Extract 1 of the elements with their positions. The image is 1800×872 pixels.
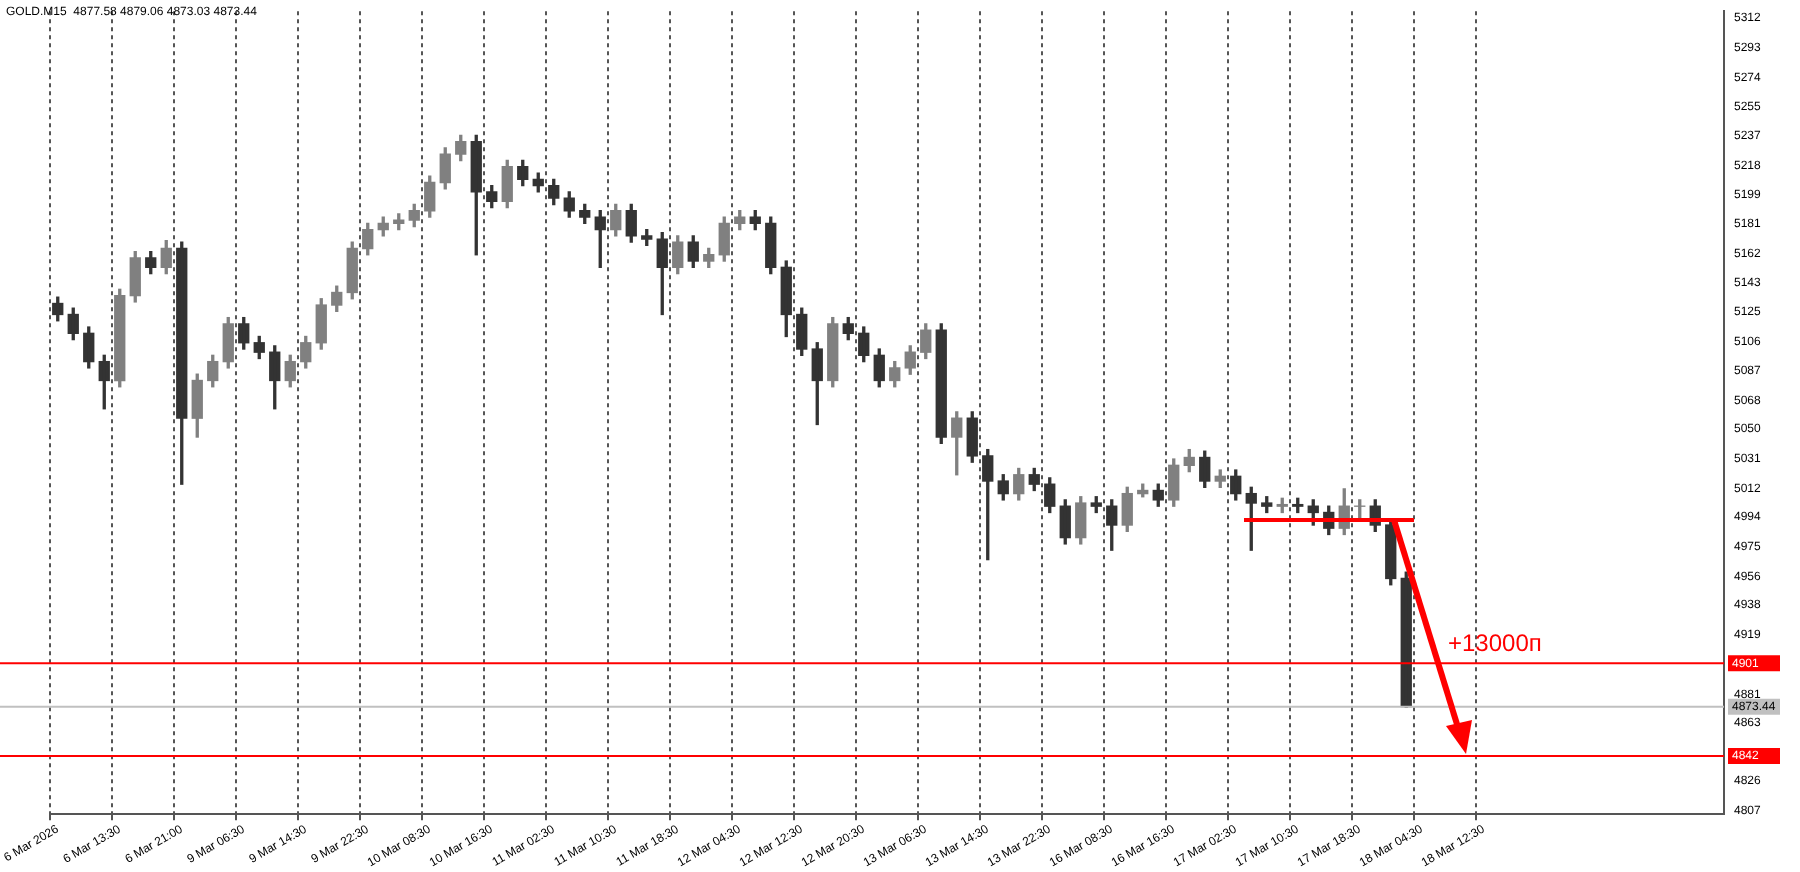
- annotation: +13000п: [1448, 628, 1542, 657]
